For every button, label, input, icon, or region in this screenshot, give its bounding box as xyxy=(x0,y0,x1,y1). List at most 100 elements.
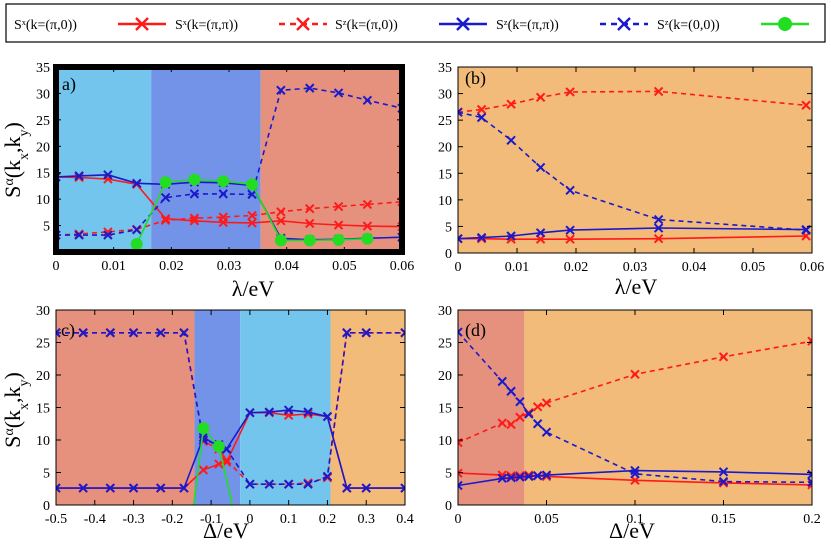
data-point xyxy=(179,328,189,338)
panel-b-label: (b) xyxy=(465,68,486,89)
y-tick-label: 0 xyxy=(43,499,50,514)
phase-region xyxy=(56,310,195,505)
legend-label: Sˣ(k=(π,0)) xyxy=(14,18,77,33)
data-point xyxy=(221,457,232,467)
phase-region xyxy=(56,67,152,252)
data-point xyxy=(245,407,255,418)
data-point xyxy=(276,85,286,95)
x-tick-label: 0.04 xyxy=(682,260,707,275)
data-point xyxy=(128,483,139,493)
data-point xyxy=(565,234,575,244)
data-point xyxy=(506,386,516,396)
data-point xyxy=(506,231,516,241)
series-line xyxy=(458,331,812,484)
y-tick-label: 25 xyxy=(438,114,452,129)
data-point xyxy=(362,95,373,106)
x-tick-label: 0.04 xyxy=(274,259,299,274)
data-point xyxy=(155,483,166,493)
panel-b: 0 0.01 0.02 0.03 0.04 0.05 0.0605101520253035 … xyxy=(438,61,824,299)
series xyxy=(192,422,234,505)
y-tick-label: 25 xyxy=(36,337,50,352)
data-point xyxy=(333,88,344,98)
data-point xyxy=(159,176,172,189)
legend-marker xyxy=(456,17,470,31)
y-tick-label: 20 xyxy=(36,369,50,384)
panel-d: 0 0.05 0.1 0.15 0.2 0 5 10 15 20 25 30 (d) Δ/eV xyxy=(438,304,821,543)
y-tick-label: 25 xyxy=(438,337,452,352)
data-point xyxy=(532,471,543,481)
data-point xyxy=(105,328,115,338)
x-tick-label: 0.2 xyxy=(319,512,337,527)
phase-region xyxy=(330,310,405,505)
data-point xyxy=(160,215,171,225)
data-point xyxy=(218,212,228,222)
series xyxy=(458,107,811,235)
data-point xyxy=(322,411,333,422)
data-point xyxy=(305,218,315,229)
x-tick-label: 0.02 xyxy=(159,259,184,274)
data-point xyxy=(565,87,575,97)
data-point xyxy=(807,469,812,480)
data-point xyxy=(218,189,228,199)
y-tick-label: 10 xyxy=(36,434,50,449)
data-point xyxy=(188,173,201,186)
data-point xyxy=(361,483,371,493)
data-point xyxy=(305,83,315,93)
x-tick-label: -0.2 xyxy=(161,512,183,527)
data-point xyxy=(128,328,139,338)
data-point xyxy=(247,210,257,221)
data-point xyxy=(333,201,344,212)
legend-marker xyxy=(778,17,792,31)
x-tick-label: 0.2 xyxy=(803,512,821,527)
data-point xyxy=(497,376,507,387)
y-tick-label: 30 xyxy=(438,88,452,103)
data-point xyxy=(264,407,274,417)
data-point xyxy=(653,233,664,244)
data-point xyxy=(458,468,463,478)
data-point xyxy=(400,483,405,493)
x-tick-label: 0 xyxy=(455,260,462,275)
data-point xyxy=(103,230,113,240)
data-point xyxy=(524,471,534,482)
data-point xyxy=(535,228,546,238)
data-point xyxy=(132,178,142,188)
x-tick-label: 0.01 xyxy=(101,259,126,274)
legend-label: Sᶻ(k=(π,π)) xyxy=(496,18,559,33)
data-point xyxy=(221,455,232,465)
data-point xyxy=(515,412,525,422)
data-point xyxy=(535,162,546,173)
data-point xyxy=(247,189,257,200)
legend-label: Sˣ(k=(π,π)) xyxy=(175,18,238,33)
data-point xyxy=(217,175,230,188)
data-point xyxy=(532,402,543,412)
data-point xyxy=(524,409,534,419)
x-tick-label: 0.03 xyxy=(217,259,242,274)
x-tick-label: -0.5 xyxy=(45,512,67,527)
data-point xyxy=(160,192,171,203)
data-point xyxy=(56,328,61,338)
panel-a: 0 0.01 0.02 0.03 0.04 0.05 0.06 5 10 15 20 25 30 35 a… xyxy=(0,61,414,301)
data-point xyxy=(212,440,225,453)
data-point xyxy=(342,483,352,493)
data-point xyxy=(565,185,575,195)
series xyxy=(56,328,405,489)
x-tick-label: -0.3 xyxy=(122,512,144,527)
data-point xyxy=(247,218,257,228)
data-point xyxy=(718,352,729,362)
y-tick-label: 30 xyxy=(36,304,50,319)
y-tick-label: 20 xyxy=(36,140,50,155)
data-point xyxy=(264,479,274,489)
legend-marker xyxy=(135,17,149,31)
data-point xyxy=(74,172,84,183)
y-tick-label: 5 xyxy=(445,220,452,235)
data-point xyxy=(189,189,200,199)
y-tick-label: 30 xyxy=(36,87,50,102)
x-tick-label: 0.01 xyxy=(505,260,530,275)
data-point xyxy=(532,419,543,429)
x-tick-label: 0.3 xyxy=(357,512,375,527)
data-point xyxy=(476,112,487,123)
y-tick-label: 10 xyxy=(438,434,452,449)
panel-a-xlabel: λ/eV xyxy=(232,276,275,301)
data-point xyxy=(535,92,546,102)
